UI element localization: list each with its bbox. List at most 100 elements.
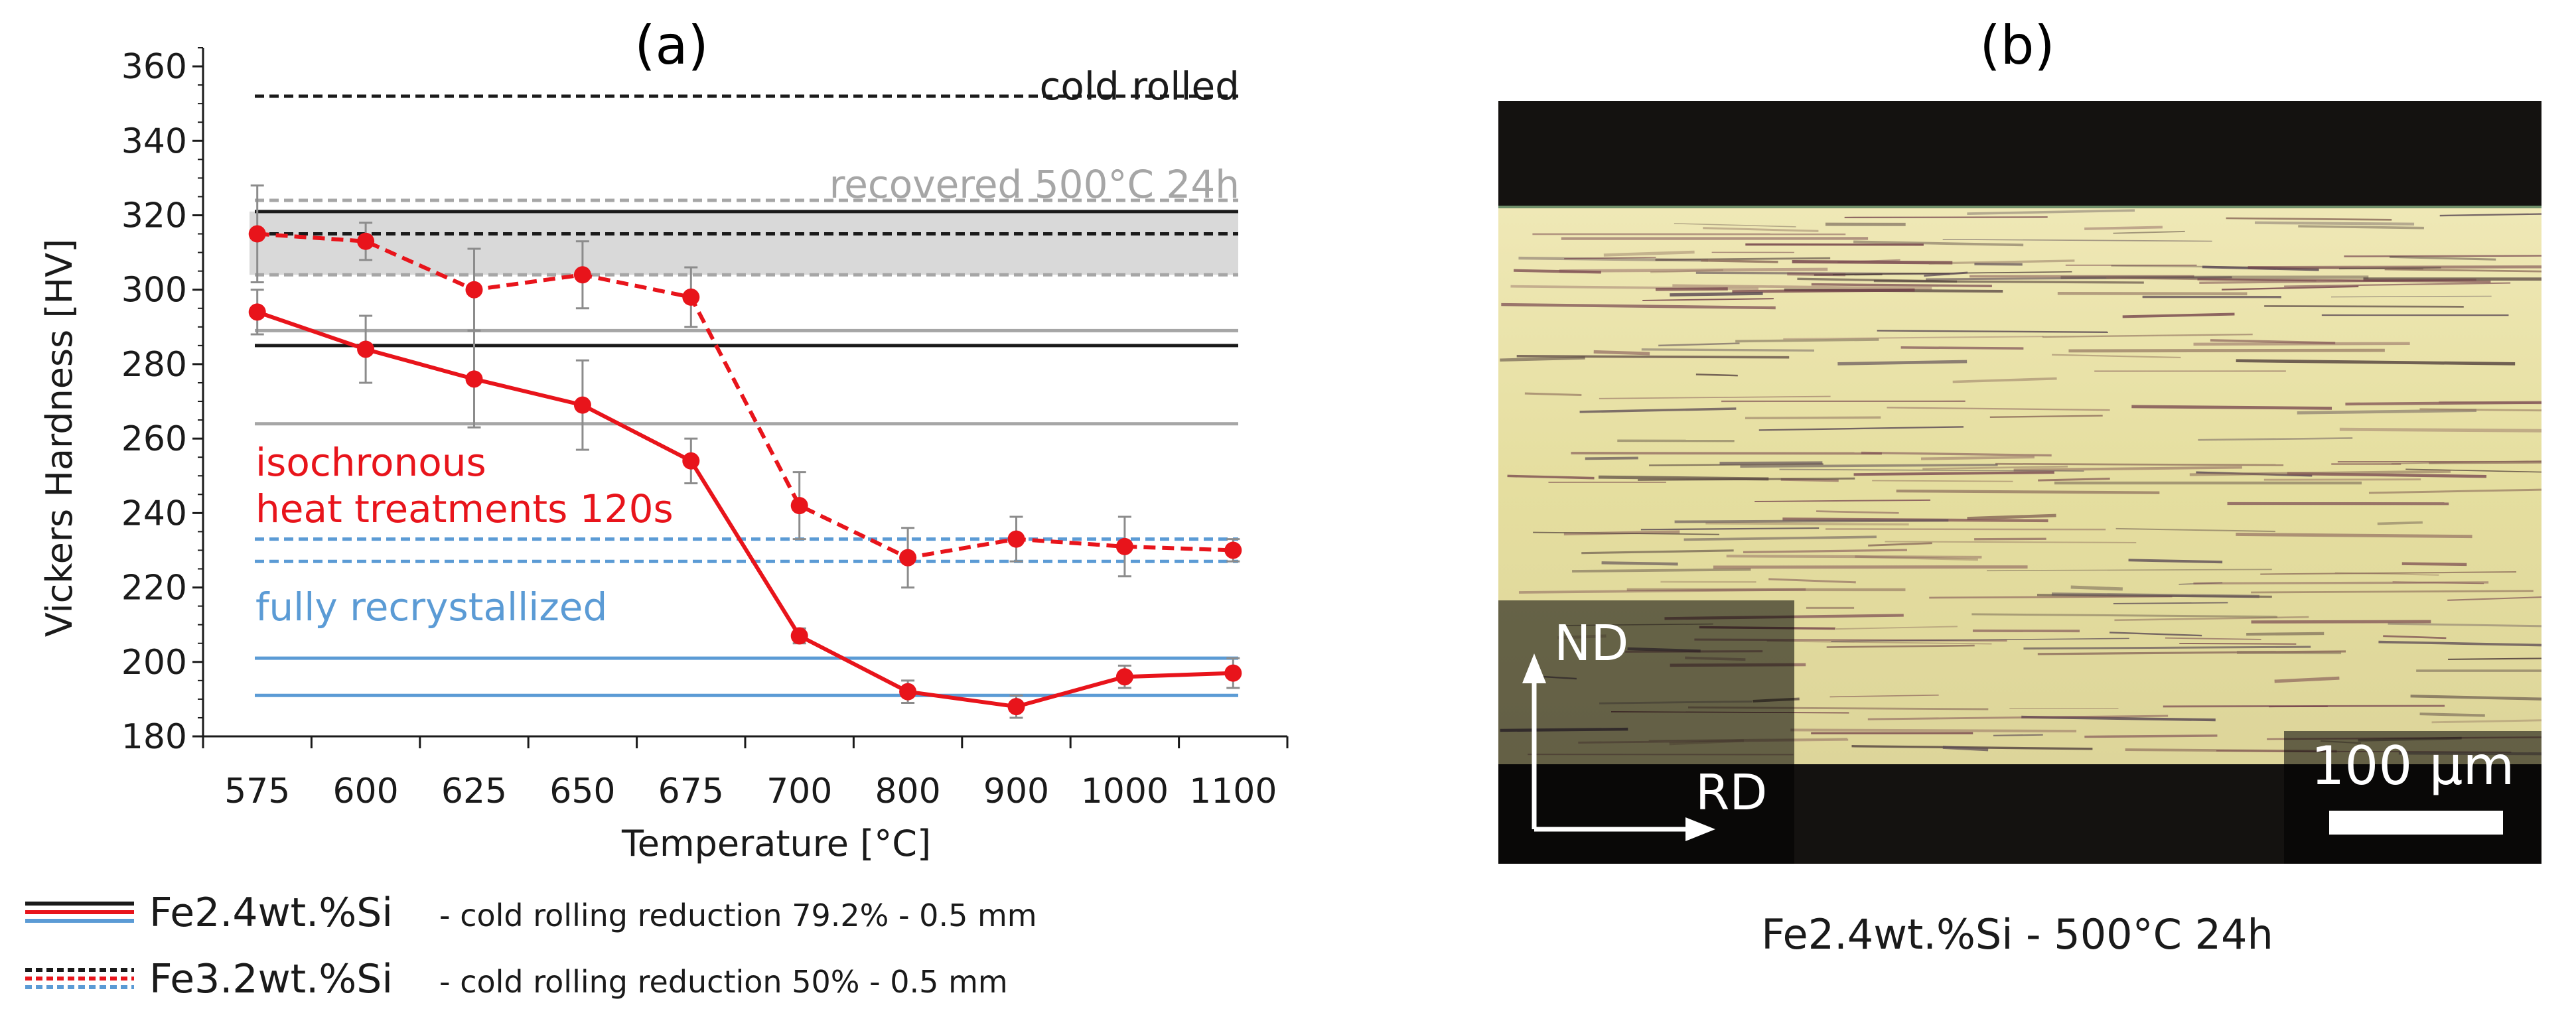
grain-streak [2189, 470, 2451, 476]
grain-streak [2260, 571, 2517, 575]
grain-streak [1500, 356, 1585, 362]
grain-streak [1929, 595, 2173, 599]
grain-streak [1783, 336, 2044, 340]
grain-streak [2037, 650, 2346, 655]
grain-streak [2070, 585, 2123, 591]
recovered-label: recovered 500°C 24h [829, 162, 1240, 207]
data-point-575 [248, 303, 266, 321]
grain-streak [2447, 596, 2542, 601]
grain-streak [1993, 734, 2043, 736]
grain-streak [2401, 562, 2467, 567]
grain-streak [2109, 632, 2202, 637]
grain-streak [2193, 581, 2489, 585]
grain-streak [1572, 568, 1751, 573]
x-axis: 575 600 625 650 675 700 800 900 1000 1100 [202, 735, 1289, 811]
grain-streak [1642, 298, 1774, 301]
chart-series [248, 184, 1242, 719]
data-point-625 [465, 281, 483, 299]
grain-streak [2419, 712, 2485, 717]
legend: Fe2.4wt.%Si - cold rolling reduction 79.… [25, 890, 1037, 1002]
grain-streak [1514, 269, 1601, 274]
x-tick-label-600: 600 [332, 772, 398, 811]
grain-streak [1732, 288, 1915, 293]
chart-reference-lines [255, 94, 1238, 697]
grain-streak [1790, 728, 2077, 733]
chart-bands [250, 211, 1238, 275]
grain-streak [2274, 676, 2340, 683]
data-point-900 [1007, 698, 1025, 716]
grain-streak [1745, 416, 1881, 420]
grain-streak [1792, 259, 1953, 265]
data-point-1000 [1115, 668, 1133, 686]
data-point-1100 [1224, 541, 1242, 559]
grain-streak [1855, 555, 1978, 561]
grain-streak [1831, 638, 2129, 642]
grain-streak [1726, 555, 1982, 559]
x-tick-label-1100: 1100 [1189, 772, 1277, 811]
grain-streak [2179, 582, 2223, 585]
grain-streak [1896, 489, 2160, 494]
grain-streak [1743, 549, 1907, 553]
grain-streak [1658, 342, 1740, 347]
x-tick-label-700: 700 [766, 772, 832, 811]
x-tick-label-1000: 1000 [1081, 772, 1169, 811]
scale-bar [2329, 811, 2503, 835]
grain-streak [2084, 226, 2163, 230]
data-point-600 [357, 340, 375, 358]
grain-streak [2338, 267, 2441, 270]
grain-streak [1524, 392, 1582, 397]
grain-streak [2038, 478, 2110, 482]
grain-streak [1853, 240, 2024, 247]
data-point-675 [682, 288, 700, 306]
grain-streak [2052, 354, 2181, 359]
grain-streak [1926, 276, 2232, 281]
grain-streak [2236, 532, 2472, 539]
grain-streak [2383, 635, 2447, 640]
grain-streak [1674, 519, 1949, 523]
grain-streak [2419, 408, 2542, 412]
grain-streak [1872, 480, 2013, 482]
grain-streak [2405, 468, 2542, 473]
grain-streak [2122, 312, 2235, 318]
grain-streak [1974, 262, 2023, 266]
shaded-band-0 [250, 211, 1238, 275]
grain-streak [2051, 592, 2259, 598]
grain-streak [2384, 268, 2542, 273]
grain-streak [2023, 645, 2311, 650]
legend-swatch-dashed [25, 968, 134, 989]
grain-streak [2390, 255, 2496, 261]
grain-streak [2222, 285, 2359, 291]
x-tick-label-675: 675 [658, 772, 724, 811]
data-point-675 [682, 452, 700, 470]
isochronous-label: isochronous [255, 440, 486, 485]
panel-b-title: (b) [1979, 15, 2054, 76]
chart-plot-area: 180 200 220 240 260 280 300 320 340 360 575 600 625… [121, 47, 1289, 811]
data-point-575 [248, 225, 266, 243]
y-tick-label-280: 280 [121, 345, 187, 385]
grain-streak [1861, 451, 2052, 457]
grain-streak [1579, 407, 1737, 413]
series-line [257, 232, 1234, 560]
grain-streak [2378, 640, 2542, 647]
grain-streak [2226, 217, 2392, 221]
y-tick-label-180: 180 [121, 717, 187, 757]
data-point-800 [899, 549, 917, 567]
grain-streak [1601, 561, 1678, 566]
grain-streak [1920, 455, 2035, 460]
grain-streak [1835, 626, 1958, 630]
y-axis: 180 200 220 240 260 280 300 320 340 360 [121, 47, 204, 757]
grain-streak [1967, 513, 2056, 520]
grain-streak [1571, 452, 1882, 455]
fully-recrystallized-label: fully recrystallized [255, 584, 607, 630]
heat-treatments-label: heat treatments 120s [255, 486, 674, 531]
rd-axis-label: RD [1695, 764, 1767, 821]
grain-streak [1672, 284, 1932, 290]
data-point-1000 [1115, 537, 1133, 555]
grain-streak [1887, 407, 2110, 411]
legend-swatch-solid [25, 902, 134, 923]
grain-streak [2331, 295, 2492, 298]
y-tick-label-200: 200 [121, 643, 187, 683]
grain-streak [2197, 278, 2491, 283]
grain-streak [1768, 578, 1856, 584]
y-tick-label-320: 320 [121, 196, 187, 236]
